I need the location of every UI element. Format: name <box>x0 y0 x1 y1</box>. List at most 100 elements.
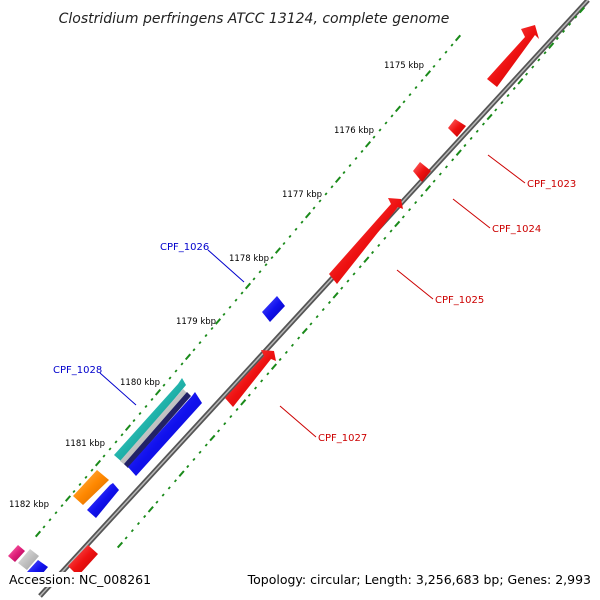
ruler-label-1176: 1176 kbp <box>334 126 374 136</box>
outer-minor-tick <box>451 158 455 162</box>
outer-minor-tick <box>414 201 418 205</box>
outer-major-tick <box>517 78 524 85</box>
inner-minor-tick <box>210 326 214 331</box>
inner-major-tick <box>334 176 342 184</box>
inner-minor-tick <box>312 206 316 210</box>
outer-minor-tick <box>327 300 331 305</box>
inner-minor-tick <box>150 397 154 401</box>
gene-arrow-cpf-1028-teal[interactable] <box>114 378 186 462</box>
inner-minor-tick <box>234 298 238 302</box>
outer-minor-tick <box>161 493 165 497</box>
outer-minor-tick <box>512 86 516 91</box>
inner-minor-tick <box>198 341 202 345</box>
gene-arrow-orange[interactable] <box>73 470 109 505</box>
genome-summary: Topology: circular; Length: 3,256,683 bp… <box>247 572 591 587</box>
outer-minor-tick <box>463 143 467 148</box>
outer-minor-tick <box>506 94 510 98</box>
label-cpf-1025[interactable]: CPF_1025 <box>435 295 484 306</box>
outer-major-tick <box>332 292 339 299</box>
label-cpf-1024[interactable]: CPF_1024 <box>492 224 541 235</box>
inner-minor-tick <box>342 171 346 175</box>
ruler-label-1182: 1182 kbp <box>9 500 49 510</box>
gene-arrow-large-blue[interactable] <box>128 392 202 476</box>
gene-arrow-grey-small[interactable] <box>18 549 39 570</box>
inner-minor-tick <box>324 192 328 196</box>
outer-minor-tick <box>186 464 190 469</box>
inner-minor-tick <box>318 199 322 203</box>
gene-arrow-cpf-1027[interactable] <box>225 350 276 407</box>
inner-minor-tick <box>174 369 178 373</box>
gene-arrow-cpf-1023[interactable] <box>448 119 466 137</box>
outer-major-tick <box>240 399 247 406</box>
outer-minor-tick <box>278 357 282 362</box>
gene-arrow-cpf-1028-grey[interactable] <box>120 389 189 466</box>
ruler-label-1179: 1179 kbp <box>176 317 216 327</box>
inner-minor-tick <box>300 220 304 224</box>
outer-minor-tick <box>531 65 535 69</box>
reverse-genes <box>8 296 285 580</box>
inner-minor-tick <box>432 64 436 68</box>
inner-tick-track <box>34 34 462 538</box>
inner-minor-tick <box>204 334 208 338</box>
outer-major-tick <box>116 541 124 549</box>
outer-major-tick <box>363 256 370 263</box>
outer-minor-tick <box>438 172 442 176</box>
outer-major-tick <box>147 506 154 513</box>
inner-major-tick <box>154 388 162 396</box>
inner-major-tick <box>394 105 402 113</box>
outer-minor-tick <box>444 165 448 169</box>
inner-minor-tick <box>120 433 124 437</box>
outer-minor-tick <box>321 308 325 312</box>
gene-arrow-cpf-1026[interactable] <box>262 296 285 322</box>
inner-major-tick <box>364 140 372 148</box>
inner-major-tick <box>454 34 462 42</box>
outer-minor-tick <box>235 407 239 412</box>
outer-minor-tick <box>260 379 264 383</box>
outer-minor-tick <box>383 236 387 240</box>
outer-minor-tick <box>217 429 221 433</box>
outer-major-tick <box>394 220 401 228</box>
outer-minor-tick <box>389 229 393 233</box>
outer-minor-tick <box>143 514 147 519</box>
outer-minor-tick <box>130 529 134 533</box>
inner-minor-tick <box>348 164 352 168</box>
inner-minor-tick <box>384 121 388 125</box>
outer-tick-track <box>116 6 586 549</box>
gene-arrow-pink[interactable] <box>8 545 25 562</box>
inner-minor-tick <box>72 489 76 494</box>
gene-arrow-top[interactable] <box>487 25 539 87</box>
outer-major-tick <box>301 327 308 335</box>
inner-major-tick <box>184 353 192 361</box>
outer-minor-tick <box>371 250 375 255</box>
connector-cpf-1025 <box>396 269 434 300</box>
gene-arrow-cpf-1025[interactable] <box>329 198 403 284</box>
inner-minor-tick <box>222 312 226 316</box>
inner-minor-tick <box>402 100 406 104</box>
label-cpf-1026[interactable]: CPF_1026 <box>160 242 209 253</box>
inner-minor-tick <box>84 475 88 479</box>
connector-cpf-1023 <box>487 154 526 184</box>
outer-minor-tick <box>254 386 258 390</box>
gene-arrow-cpf-1024[interactable] <box>413 162 431 182</box>
connector-cpf-1028 <box>99 372 137 406</box>
gene-arrow-bottom[interactable] <box>68 545 98 576</box>
outer-minor-tick <box>568 22 572 26</box>
outer-minor-tick <box>309 322 313 326</box>
inner-minor-tick <box>60 504 64 508</box>
label-cpf-1027[interactable]: CPF_1027 <box>318 433 367 444</box>
outer-minor-tick <box>358 265 362 269</box>
forward-genes <box>68 25 539 576</box>
inner-minor-tick <box>288 234 292 238</box>
outer-minor-tick <box>155 500 159 504</box>
outer-minor-tick <box>204 443 208 447</box>
outer-major-tick <box>424 185 432 192</box>
inner-minor-tick <box>282 241 286 246</box>
gene-arrow-blue-small[interactable] <box>87 483 119 518</box>
gene-arrow-cpf-1028-dark[interactable] <box>124 392 191 468</box>
label-cpf-1028[interactable]: CPF_1028 <box>53 365 102 376</box>
label-cpf-1023[interactable]: CPF_1023 <box>527 179 576 190</box>
outer-minor-tick <box>500 101 504 105</box>
outer-minor-tick <box>481 122 485 126</box>
inner-minor-tick <box>390 114 394 118</box>
